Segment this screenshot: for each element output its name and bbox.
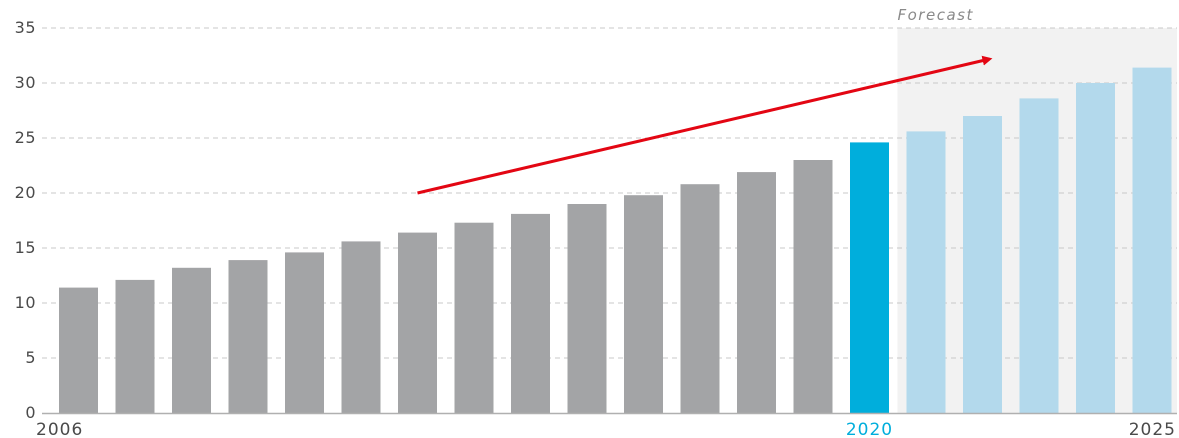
bar-2023 — [1019, 98, 1059, 414]
bar-2011 — [341, 241, 381, 413]
bar-2016 — [624, 195, 663, 413]
bar-2008 — [172, 267, 211, 413]
bar-2017 — [680, 184, 720, 413]
bar-2025 — [1132, 67, 1172, 413]
x-axis-ticks: 2006 2020 2025 — [36, 420, 1176, 438]
y-tick-label: 25 — [15, 128, 36, 147]
bar-2024 — [1076, 83, 1115, 413]
bars — [59, 67, 1172, 414]
y-tick-label: 35 — [15, 18, 36, 37]
y-tick-label: 10 — [15, 293, 36, 312]
y-tick-label: 0 — [25, 403, 36, 422]
bar-2014 — [511, 213, 550, 413]
y-tick-label: 15 — [15, 238, 36, 257]
x-tick-label-2020: 2020 — [846, 420, 893, 438]
x-tick-label-2006: 2006 — [36, 420, 83, 438]
bar-2009 — [228, 260, 268, 413]
bar-2015 — [567, 204, 607, 413]
bar-2019 — [793, 160, 833, 413]
y-axis-ticks: 0 5 10 15 20 25 30 35 — [15, 18, 36, 422]
trend-arrow — [417, 55, 993, 195]
bar-2012 — [398, 232, 437, 413]
bar-2021 — [906, 131, 946, 413]
x-tick-label-2025: 2025 — [1129, 420, 1176, 438]
y-tick-label: 30 — [15, 73, 36, 92]
bar-2020 — [850, 142, 889, 413]
bar-2013 — [454, 222, 494, 413]
forecast-label: Forecast — [898, 6, 974, 24]
bar-2018 — [737, 172, 776, 413]
bar-2010 — [285, 252, 324, 413]
bar-2022 — [963, 116, 1002, 413]
bar-2007 — [115, 279, 155, 413]
bar-2006 — [59, 287, 98, 413]
y-tick-label: 5 — [25, 348, 36, 367]
y-tick-label: 20 — [15, 183, 36, 202]
